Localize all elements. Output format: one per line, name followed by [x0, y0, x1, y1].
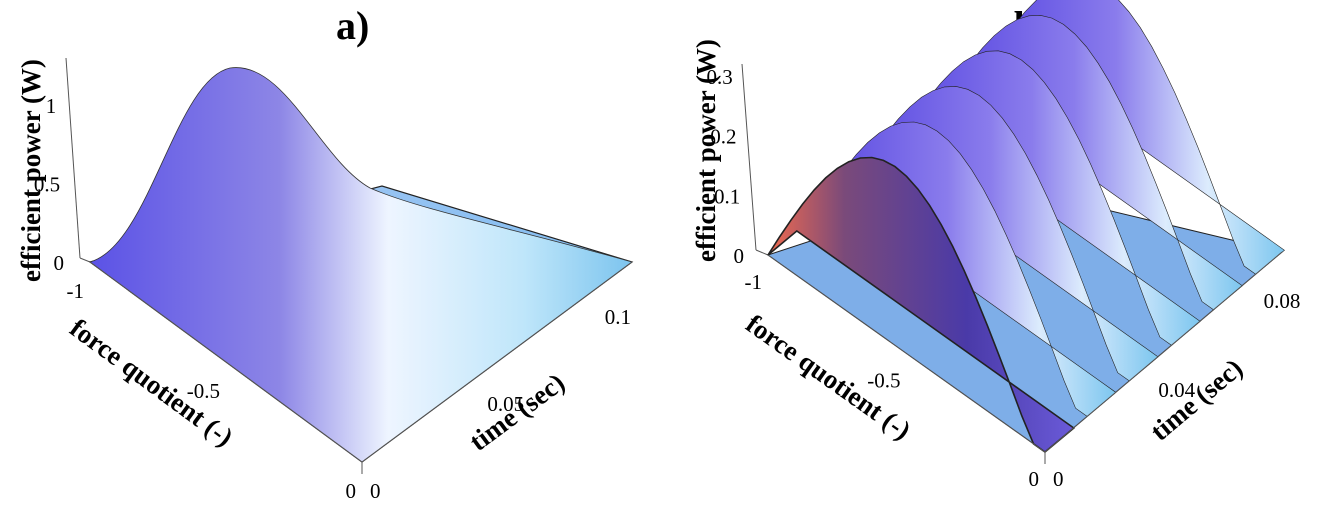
ridge-b-0 [767, 156, 1076, 454]
ytick-b: 0.08 [1264, 289, 1301, 313]
xtick-a: -1 [67, 279, 85, 303]
xtick-a: 0 [346, 479, 357, 503]
ytick-a: 0.05 [487, 392, 524, 416]
ztick-a: 0 [54, 251, 65, 275]
xtick-b: -1 [745, 270, 763, 294]
zlabel-b: efficient power (W) [691, 39, 721, 262]
ztick-b: 0.1 [714, 184, 740, 208]
ztick-b: 0.2 [710, 125, 736, 149]
ztick-b: 0 [734, 244, 745, 268]
xtick-b: 0 [1029, 467, 1040, 491]
ytick-a: 0 [370, 479, 381, 503]
xtick-b: -0.5 [867, 369, 900, 393]
ztick-b: 0.3 [707, 65, 733, 89]
chart-panel-a: a) 0 0.5 1 -1 -0.5 0 0 0.05 0.1 efficient powe [16, 3, 634, 503]
ztick-a: 1 [46, 94, 57, 118]
ztick-a: 0.5 [34, 173, 60, 197]
ytick-b: 0 [1053, 467, 1064, 491]
surface-a [89, 67, 633, 463]
xtick-a: -0.5 [187, 379, 220, 403]
ytick-b: 0.04 [1158, 378, 1195, 402]
ytick-a: 0.1 [605, 305, 631, 329]
zlabel-a: efficient power (W) [16, 59, 46, 282]
ylabel-a: time (sec) [464, 367, 570, 457]
surface-plot-a: 00.51-1-0.50 00.050.1 efficient power (W)… [16, 57, 634, 503]
panel-a-label: a) [336, 3, 370, 48]
surface-plot-b: 00.10.20.3-1-0.50 00.040.08 efficient pow… [691, 0, 1301, 491]
